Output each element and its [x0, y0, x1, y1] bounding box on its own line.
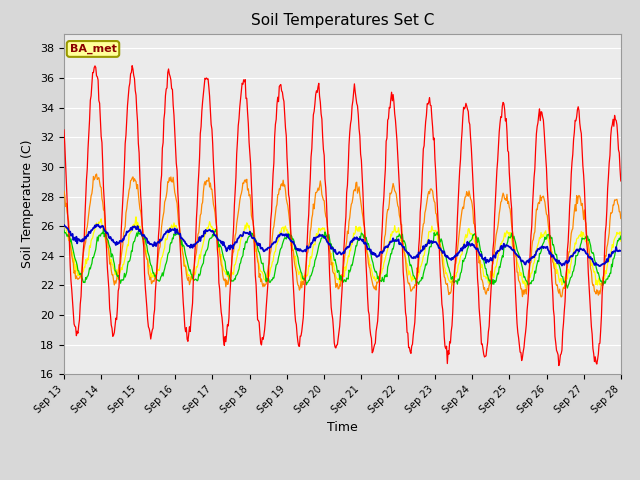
X-axis label: Time: Time — [327, 421, 358, 434]
Y-axis label: Soil Temperature (C): Soil Temperature (C) — [22, 140, 35, 268]
Text: BA_met: BA_met — [70, 44, 116, 54]
Title: Soil Temperatures Set C: Soil Temperatures Set C — [251, 13, 434, 28]
